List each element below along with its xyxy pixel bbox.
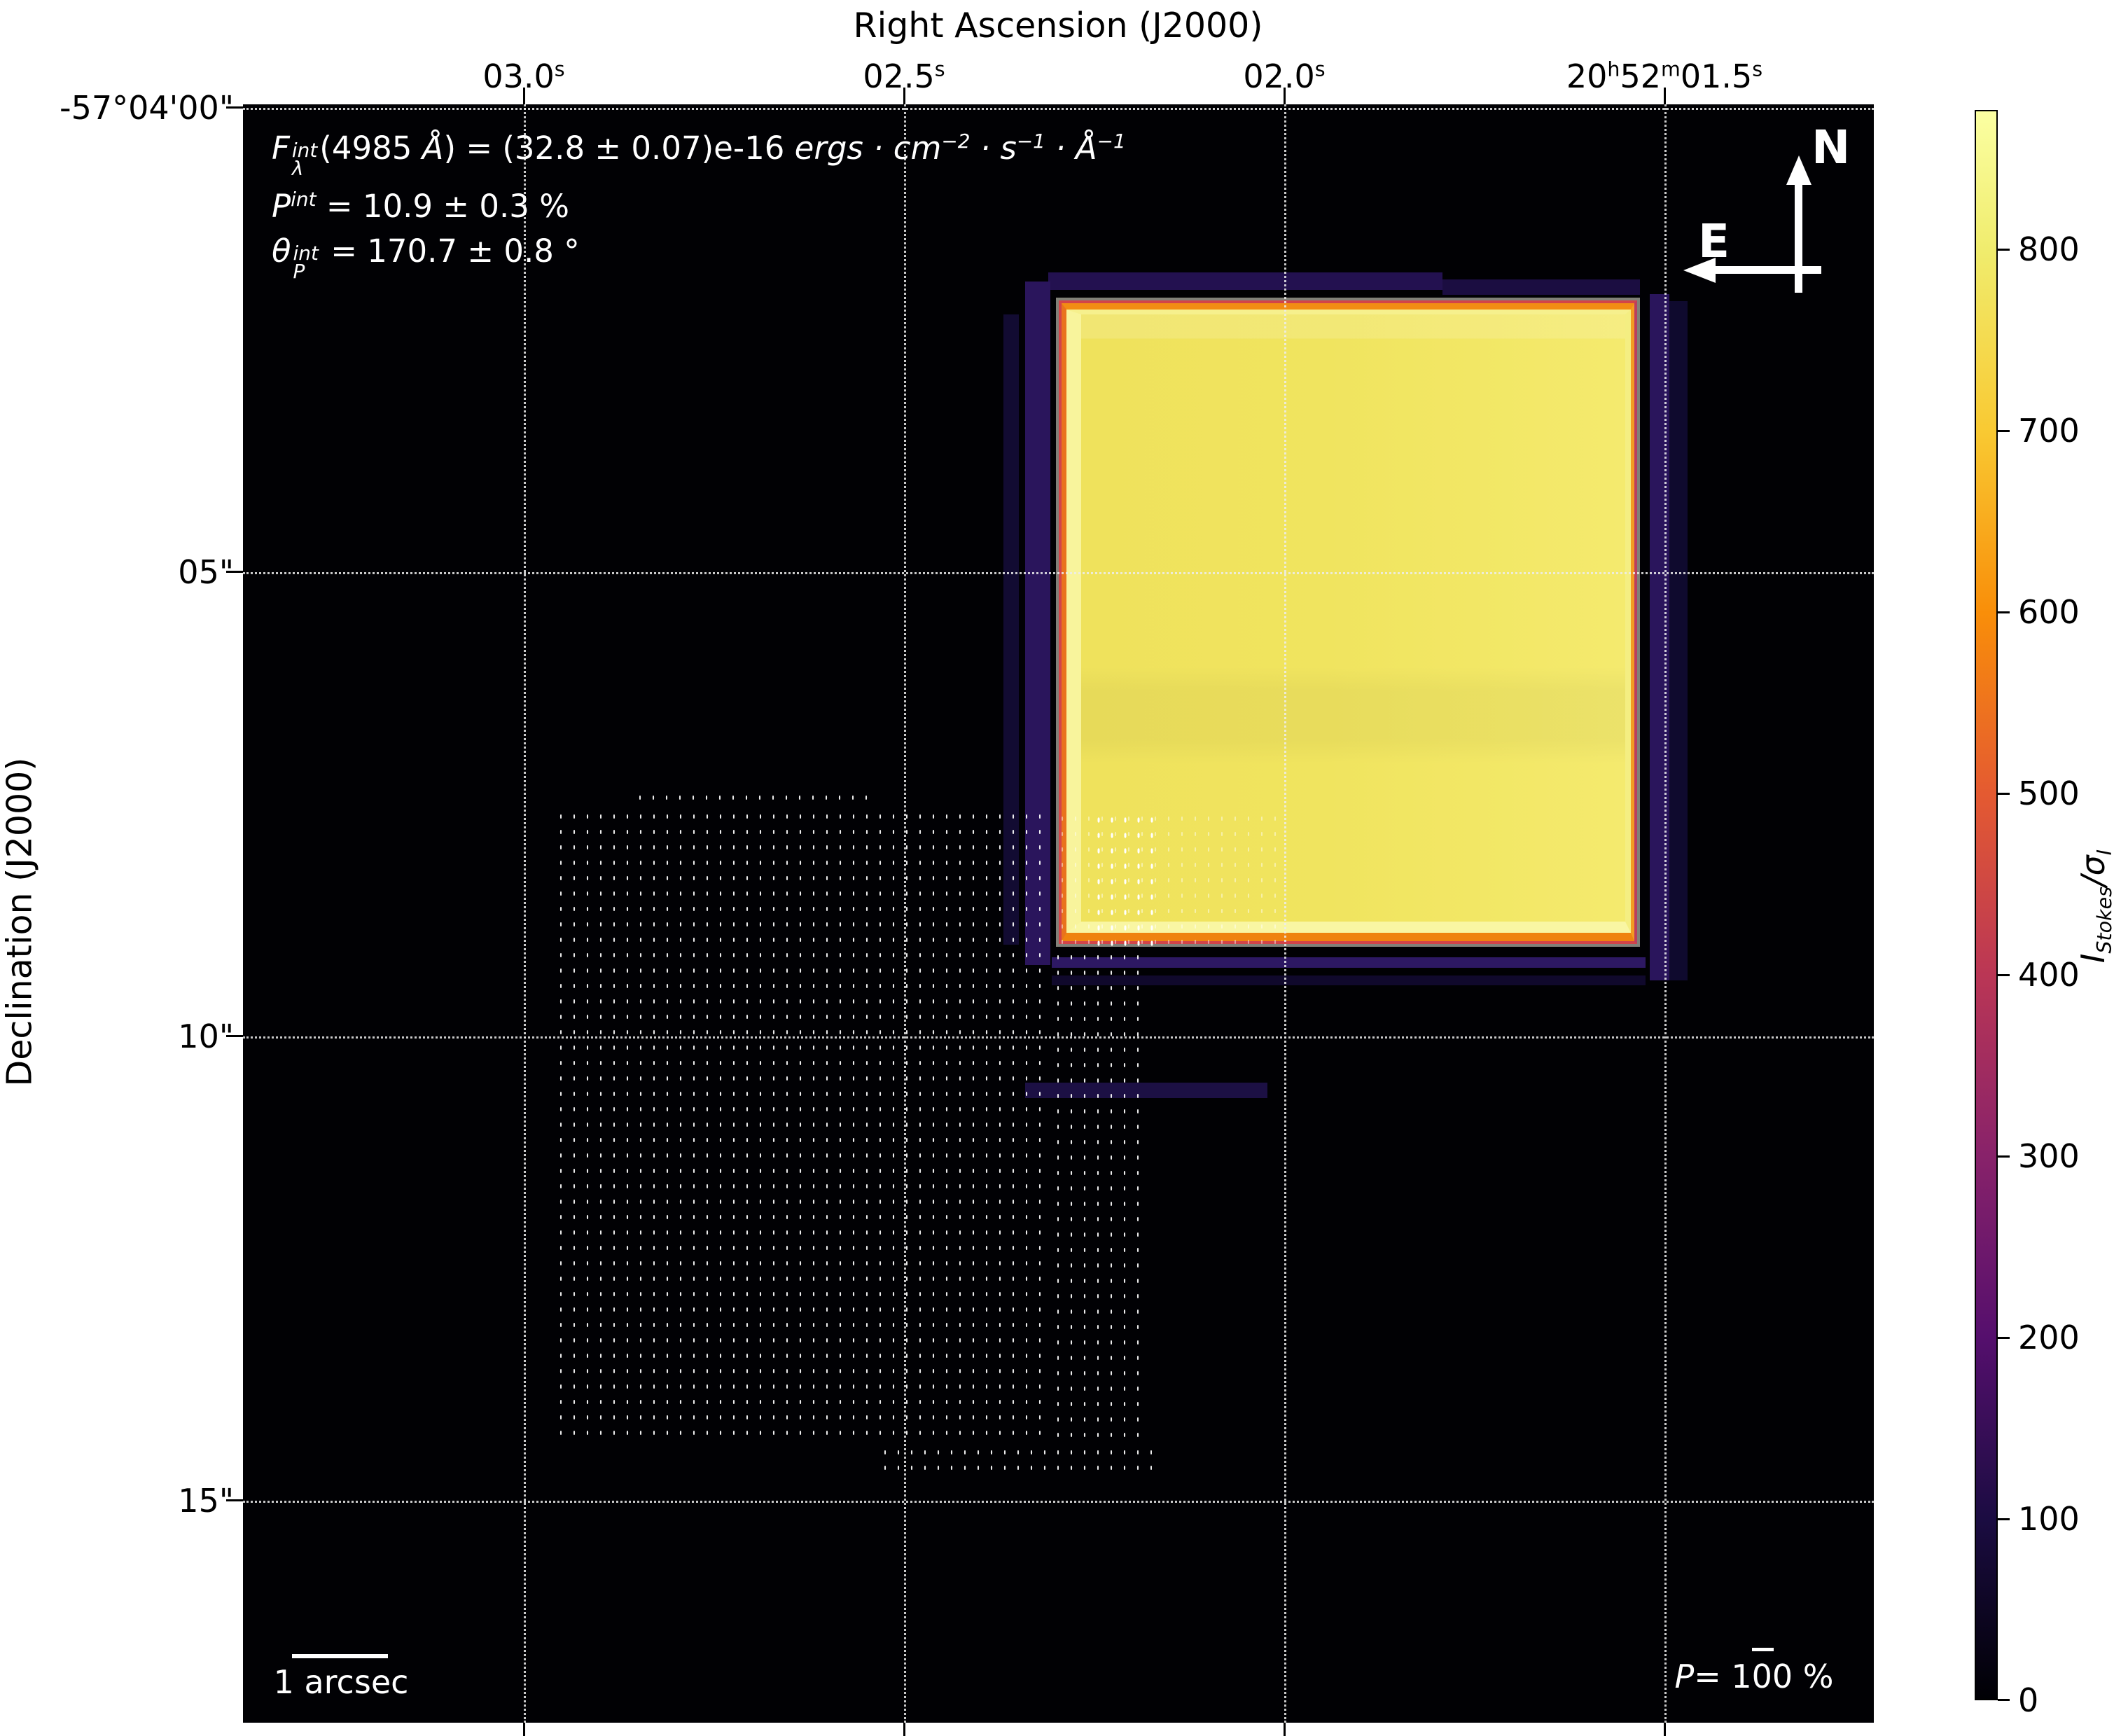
compass-east-line (1714, 266, 1821, 274)
left-tick (226, 106, 243, 109)
colorbar-tick (1998, 1155, 2010, 1158)
colorbar-tick-label: 600 (2018, 593, 2080, 631)
square-contour-gray (1056, 298, 1640, 947)
pol-annotation: Pint = 10.9 ± 0.3 % (272, 188, 569, 225)
square-contour-orange (1062, 303, 1634, 941)
x-axis-title: Right Ascension (J2000) (853, 6, 1263, 46)
y-tick-label: 05" (178, 553, 234, 591)
x-tick-label: 02.0s (1243, 57, 1326, 95)
compass-north-line (1795, 176, 1802, 293)
compass-north-arrowhead-icon (1786, 155, 1811, 185)
left-tick (226, 571, 243, 573)
vector-field-below-square (1052, 950, 1140, 1445)
colorbar-tick (1998, 974, 2010, 976)
colorbar-tick-label: 500 (2018, 775, 2080, 812)
x-tick-label: 03.0s (482, 57, 565, 95)
gridline-ra-01.5 (1664, 104, 1667, 1723)
halo-band-top-left (1048, 272, 1442, 290)
colorbar-tick (1998, 1337, 2010, 1339)
square-fill-banding (1081, 314, 1625, 922)
colorbar-tick (1998, 430, 2010, 432)
colorbar-tick (1998, 793, 2010, 795)
colorbar-tick (1998, 249, 2010, 251)
bottom-tick (1284, 1723, 1286, 1736)
vector-field-over-square (1056, 811, 1281, 947)
colorbar-tick (1998, 1518, 2010, 1520)
left-tick (226, 1499, 243, 1501)
halo-band-top-right (1442, 279, 1640, 295)
scale-bar (292, 1654, 388, 1658)
colorbar-tick (1998, 611, 2010, 613)
top-tick (903, 88, 905, 104)
vector-field-bright-columns (1092, 812, 1154, 947)
gridline-ra-02.0 (1284, 104, 1286, 1723)
colorbar (1975, 110, 1998, 1700)
gridline-ra-02.5 (904, 104, 906, 1723)
left-tick (226, 1035, 243, 1037)
y-tick-label: -57°04'00" (59, 89, 234, 127)
gridline-ra-03.0 (524, 104, 526, 1723)
y-tick-label: 10" (178, 1018, 234, 1055)
scale-bar-label: 1 arcsec (273, 1663, 409, 1701)
colorbar-tick-label: 0 (2018, 1681, 2039, 1719)
y-axis-title: Declination (J2000) (0, 757, 40, 1087)
compass-east-label: E (1698, 214, 1730, 268)
bottom-tick (523, 1723, 525, 1736)
bottom-tick (903, 1723, 905, 1736)
colorbar-tick-label: 200 (2018, 1319, 2080, 1356)
gridline-dec-15 (243, 1501, 1874, 1503)
y-tick-label: 15" (178, 1482, 234, 1520)
x-tick-label: 20h52m01.5s (1566, 57, 1763, 95)
colorbar-tick (1998, 1699, 2010, 1701)
theta-annotation: θ int P = 170.7 ± 0.8 ° (272, 232, 580, 283)
vector-field-bottom-strip (879, 1445, 1152, 1479)
halo-band-bottom (1052, 957, 1646, 968)
top-tick (523, 88, 525, 104)
gridline-dec-00 (243, 108, 1874, 110)
square-pale-stripe (1066, 310, 1631, 933)
vector-scale-label: P= 100 % (1674, 1658, 1834, 1695)
halo-band-left-faint (1003, 314, 1019, 945)
compass-north-label: N (1811, 120, 1851, 174)
colorbar-tick-label: 400 (2018, 956, 2080, 994)
colorbar-tick-label: 300 (2018, 1137, 2080, 1175)
x-tick-label: 02.5s (863, 57, 945, 95)
bright-source-square (1056, 298, 1640, 947)
square-contour-red (1059, 300, 1637, 944)
vector-scale-bar (1752, 1648, 1774, 1651)
top-tick (1284, 88, 1286, 104)
gridline-dec-10 (243, 1036, 1874, 1039)
square-fill (1081, 314, 1625, 922)
colorbar-tick-label: 100 (2018, 1500, 2080, 1538)
compass-east-arrowhead-icon (1683, 258, 1716, 283)
halo-band-bottom-faint (1052, 975, 1646, 985)
colorbar-tick-label: 800 (2018, 230, 2080, 268)
gridline-dec-05 (243, 572, 1874, 574)
colorbar-tick-label: 700 (2018, 412, 2080, 450)
vector-field-main (555, 809, 1052, 1445)
top-tick (1664, 88, 1666, 104)
bottom-tick (1664, 1723, 1666, 1736)
halo-band-right-faint (1669, 301, 1688, 980)
colorbar-axis-label: IStokes/σI (2073, 849, 2117, 964)
vector-field-top-row (634, 790, 872, 808)
